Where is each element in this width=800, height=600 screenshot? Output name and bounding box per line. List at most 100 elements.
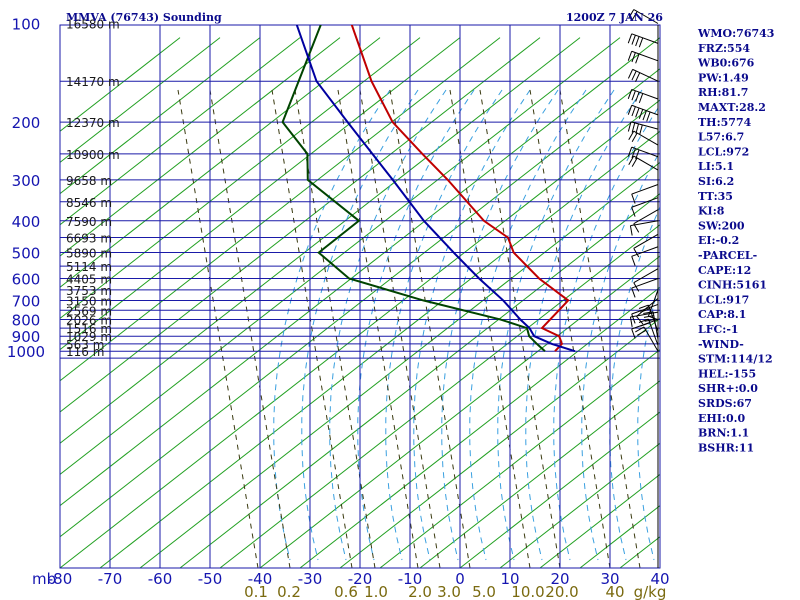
wind-barb-feather xyxy=(631,207,636,217)
moist-adiabat-line xyxy=(273,89,391,561)
mixing-ratio-label: 3.0 xyxy=(437,583,461,600)
wind-barb xyxy=(627,68,659,82)
wind-barb-feather xyxy=(640,308,650,313)
pressure-tick-label: 400 xyxy=(12,213,41,231)
index-line: -PARCEL- xyxy=(698,249,757,262)
moist-adiabat-line xyxy=(525,89,643,561)
wind-barb-feather xyxy=(628,130,635,141)
mixing-ratio-label: 40 xyxy=(605,583,624,600)
temperature-tick-label: -60 xyxy=(148,570,173,588)
wind-barb xyxy=(628,130,659,146)
wind-barb xyxy=(631,303,659,324)
wind-barb-feather xyxy=(635,326,645,333)
wind-barb-staff xyxy=(633,9,659,24)
wind-barb-feather xyxy=(627,121,632,132)
index-line: -WIND- xyxy=(698,338,744,351)
wind-barb xyxy=(631,246,659,266)
height-label: 16580 m xyxy=(66,18,120,32)
moist-adiabat-line xyxy=(553,104,660,561)
axis-title-mb: mb xyxy=(32,570,56,588)
mixing-ratio-line xyxy=(209,89,291,568)
wind-barb xyxy=(627,33,659,48)
height-label: 9658 m xyxy=(66,174,112,188)
wind-barb-feather xyxy=(638,318,649,323)
height-label: 2569 m xyxy=(66,304,112,318)
dry-adiabat-line xyxy=(60,99,660,568)
sounding-traces xyxy=(281,25,576,353)
index-line: L57:6.7 xyxy=(698,131,744,144)
dry-adiabat-line xyxy=(60,37,621,476)
wind-barb xyxy=(631,184,659,204)
temperature-tick-label: -70 xyxy=(98,570,123,588)
dry-adiabat-line xyxy=(60,37,581,444)
wind-barb-feather xyxy=(635,36,640,47)
index-line: MAXT:28.2 xyxy=(698,101,766,114)
index-line: EHI:0.0 xyxy=(698,412,745,425)
height-label: 12370 m xyxy=(66,116,120,130)
chart-title: MMVA (76743) Sounding xyxy=(66,11,222,24)
wind-barb-feather xyxy=(642,110,647,121)
wind-barb-staff xyxy=(630,220,659,227)
wind-barb-feather xyxy=(631,132,638,142)
index-line: LCL:917 xyxy=(698,293,749,306)
index-line: RH:81.7 xyxy=(698,86,748,99)
mixing-ratio-line xyxy=(529,89,611,568)
dry-adiabat-line xyxy=(60,37,660,507)
wind-barb-feather xyxy=(631,157,638,167)
height-label: 4405 m xyxy=(66,273,112,287)
dry-adiabat-line xyxy=(419,380,660,568)
wind-barb-feather xyxy=(635,91,640,102)
wind-barb-feather xyxy=(629,316,633,327)
sounding-trace-2 xyxy=(295,25,576,353)
series-layer xyxy=(281,25,576,353)
wind-barb-staff xyxy=(631,50,659,62)
wind-barb-staff xyxy=(631,146,659,158)
moist-adiabat-line xyxy=(301,89,419,561)
mixing-ratio-label: 0.2 xyxy=(277,583,301,600)
wind-barb-feather xyxy=(633,248,640,258)
mixing-ratio-line xyxy=(359,89,441,568)
wind-barb-feather xyxy=(640,322,650,327)
wind-barb-staff xyxy=(631,303,659,315)
wind-barb-feather xyxy=(627,51,633,61)
index-line: CINH:5161 xyxy=(698,279,767,292)
wind-barb-feather xyxy=(639,124,643,135)
wind-barb xyxy=(638,318,659,346)
index-line: LFC:-1 xyxy=(698,323,739,336)
index-line: LCL:972 xyxy=(698,145,749,158)
moist-adiabats xyxy=(273,89,660,561)
mixing-ratio-label: 20.0 xyxy=(545,583,578,600)
wind-barb-feather xyxy=(627,69,634,79)
wind-barb xyxy=(631,278,659,298)
sounding-trace-0 xyxy=(350,25,570,352)
moist-adiabat-line xyxy=(357,89,475,561)
index-line: PW:1.49 xyxy=(698,71,749,84)
wind-barb-staff xyxy=(630,121,659,130)
dry-adiabat-line xyxy=(60,37,341,257)
wind-barb-feather xyxy=(627,105,633,115)
wind-barb-staff xyxy=(647,318,659,346)
wind-barb-staff xyxy=(636,298,659,317)
wind-barb xyxy=(631,197,659,217)
wind-barb-staff xyxy=(631,88,659,100)
wind-barb-feather xyxy=(631,287,636,298)
temperature-tick-label: 0 xyxy=(455,570,465,588)
index-line: SW:200 xyxy=(698,219,745,232)
dry-adiabat-line xyxy=(139,161,660,568)
wind-barb-staff xyxy=(633,209,659,225)
index-line: WMO:76743 xyxy=(697,27,774,40)
wind-barb-feather xyxy=(631,122,636,133)
dry-adiabat-line xyxy=(60,37,421,320)
wind-barb-feather xyxy=(628,9,635,19)
mixing-ratio-line xyxy=(271,89,353,568)
dry-adiabat-line xyxy=(99,130,660,568)
height-label: 7590 m xyxy=(66,215,112,229)
dry-adiabat-line xyxy=(299,286,660,568)
wind-barb-feather xyxy=(631,34,636,45)
wind-barb-feather xyxy=(631,11,638,21)
pressure-tick-label: 100 xyxy=(12,16,41,34)
wind-barb-staff xyxy=(631,278,659,289)
wind-barb-feather xyxy=(638,304,649,309)
wind-barb-feather xyxy=(631,256,636,266)
wind-barb-feather xyxy=(643,315,654,318)
